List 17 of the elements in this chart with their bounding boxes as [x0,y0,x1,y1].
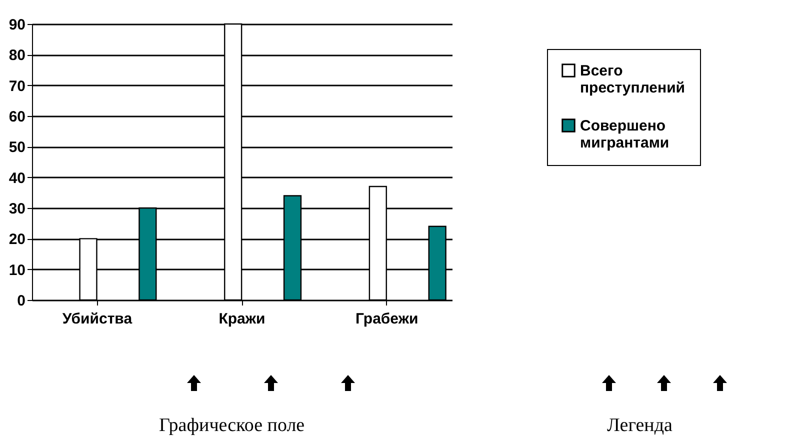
y-tick-label: 90 [8,16,26,34]
legend-label: Всего преступлений [580,62,686,96]
x-tick-label: Грабежи [355,310,418,328]
x-tick-label: Кражи [218,310,266,328]
text: Легенда [607,415,672,437]
x-tick-label: Убийства [62,310,133,328]
y-tick-label: 60 [8,108,26,126]
y-tick-label: 80 [8,47,26,64]
y-tick-label: 10 [8,262,26,279]
y-tick-label: 0 [17,292,26,310]
y-tick-label: 20 [8,231,26,248]
legend-label: Совершено мигрантами [580,118,670,152]
text: Графическое поле [159,415,305,437]
y-tick-label: 70 [8,78,26,95]
y-tick-label: 40 [8,170,26,187]
y-tick-label: 30 [8,200,26,218]
y-tick-label: 50 [8,139,26,156]
